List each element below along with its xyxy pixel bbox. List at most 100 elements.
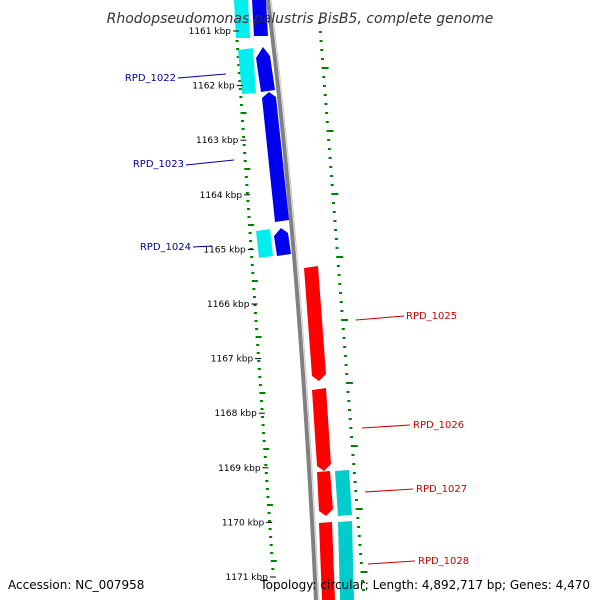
gc-tick bbox=[244, 176, 248, 178]
gc-tick bbox=[332, 211, 336, 213]
gc-tick bbox=[358, 544, 362, 546]
gc-tick bbox=[327, 148, 331, 150]
kbp-tick-label: 1164 kbp bbox=[200, 191, 243, 201]
gc-tick bbox=[256, 344, 260, 346]
gc-tick bbox=[354, 490, 358, 492]
gc-tick bbox=[237, 64, 241, 66]
gc-tick bbox=[246, 200, 250, 202]
gc-tick bbox=[242, 144, 246, 146]
gc-tick bbox=[263, 456, 267, 458]
gc-tick bbox=[264, 464, 268, 466]
gc-tick bbox=[327, 139, 331, 141]
gene-1022-arrow[interactable] bbox=[256, 47, 275, 92]
gc-tick bbox=[320, 49, 324, 51]
gc-tick bbox=[269, 544, 273, 546]
cds-1022-cyan[interactable] bbox=[238, 48, 256, 94]
gc-tick bbox=[324, 103, 328, 105]
genome-backbone bbox=[266, 0, 318, 600]
gc-tick bbox=[361, 580, 365, 582]
kbp-tick-label: 1163 kbp bbox=[196, 136, 239, 146]
cds-1028-cyan[interactable] bbox=[338, 521, 354, 600]
gc-tick bbox=[341, 328, 345, 330]
forward-features bbox=[234, 0, 291, 258]
gc-tick bbox=[343, 355, 347, 357]
kbp-tick-label: 1170 kbp bbox=[222, 518, 265, 528]
gc-tick bbox=[328, 157, 332, 159]
kbp-tick-label: 1169 kbp bbox=[218, 464, 261, 474]
gc-tick bbox=[361, 589, 365, 591]
gc-tick bbox=[332, 202, 336, 204]
gene-label-rpd-1022[interactable]: RPD_1022 bbox=[125, 73, 176, 84]
gc-tick bbox=[245, 192, 249, 194]
gc-tick bbox=[318, 31, 322, 33]
gc-tick bbox=[343, 346, 347, 348]
gc-tick bbox=[325, 121, 329, 123]
gc-tick bbox=[359, 553, 363, 555]
gc-tick bbox=[348, 418, 352, 420]
kbp-tick-label: 1167 kbp bbox=[211, 355, 254, 365]
leader-rpd-1025 bbox=[355, 315, 405, 321]
gene-label-rpd-1026[interactable]: RPD_1026 bbox=[413, 420, 464, 431]
gc-tick bbox=[255, 336, 262, 338]
gene-1023-arrow[interactable] bbox=[262, 92, 289, 222]
cds-1024-cyan[interactable] bbox=[256, 229, 273, 258]
gc-tick bbox=[335, 247, 339, 249]
gc-tick bbox=[246, 208, 250, 210]
gc-tick bbox=[320, 58, 324, 60]
cds-1027-cyan[interactable] bbox=[335, 470, 352, 516]
gc-tick bbox=[346, 391, 350, 393]
gc-tick bbox=[339, 301, 343, 303]
gene-labels: RPD_1022 RPD_1023 RPD_1024 RPD_1025 RPD_… bbox=[125, 73, 469, 567]
kbp-tick-label: 1165 kbp bbox=[203, 245, 246, 255]
gc-tick bbox=[334, 238, 338, 240]
gc-tick bbox=[242, 136, 246, 138]
gc-tick bbox=[357, 526, 361, 528]
gc-tick bbox=[353, 481, 357, 483]
gc-tick bbox=[334, 229, 338, 231]
genome-backbone-highlight bbox=[270, 0, 320, 600]
gc-tick bbox=[351, 454, 355, 456]
gc-tick bbox=[241, 128, 245, 130]
gene-1026-arrow[interactable] bbox=[312, 388, 331, 471]
gc-tick bbox=[259, 392, 266, 394]
gc-tick bbox=[268, 528, 272, 530]
gc-tick bbox=[355, 508, 363, 510]
gene-1025-arrow[interactable] bbox=[304, 266, 326, 381]
gc-tick bbox=[238, 80, 242, 82]
cds-1021-cyan[interactable] bbox=[234, 0, 250, 38]
gc-tick bbox=[357, 535, 361, 537]
leader-rpd-1028 bbox=[367, 560, 416, 565]
gc-content-track bbox=[235, 22, 368, 591]
gene-1021-arrow[interactable] bbox=[252, 0, 268, 36]
gc-tick bbox=[266, 496, 270, 498]
gene-label-rpd-1024[interactable]: RPD_1024 bbox=[140, 242, 191, 253]
gc-tick bbox=[344, 364, 348, 366]
gc-tick bbox=[268, 520, 272, 522]
gene-label-rpd-1025[interactable]: RPD_1025 bbox=[406, 311, 457, 322]
gene-1024-arrow[interactable] bbox=[274, 228, 291, 256]
kbp-tick-label: 1171 kbp bbox=[226, 573, 269, 583]
gc-tick bbox=[354, 499, 358, 501]
gc-tick bbox=[336, 265, 340, 267]
gene-1027-arrow[interactable] bbox=[317, 471, 333, 516]
kbp-scale: 1161 kbp 1162 kbp 1163 kbp 1164 kbp 1165 kbp… bbox=[189, 27, 276, 583]
gc-tick bbox=[321, 67, 329, 69]
gene-label-rpd-1028[interactable]: RPD_1028 bbox=[418, 556, 469, 567]
gc-tick bbox=[269, 536, 273, 538]
gc-tick bbox=[270, 552, 274, 554]
gc-tick bbox=[250, 264, 254, 266]
gene-label-rpd-1027[interactable]: RPD_1027 bbox=[416, 484, 467, 495]
gc-tick bbox=[237, 72, 241, 74]
gc-tick bbox=[267, 512, 271, 514]
leader-rpd-1026 bbox=[361, 424, 411, 429]
gc-tick bbox=[247, 216, 251, 218]
gene-1028-arrow[interactable] bbox=[319, 522, 335, 600]
gc-tick bbox=[266, 504, 273, 506]
gc-tick bbox=[263, 448, 270, 450]
gc-tick bbox=[347, 400, 351, 402]
gc-tick bbox=[248, 232, 252, 234]
gc-tick bbox=[239, 96, 243, 98]
gene-label-rpd-1023[interactable]: RPD_1023 bbox=[133, 159, 184, 170]
gc-tick bbox=[329, 166, 333, 168]
